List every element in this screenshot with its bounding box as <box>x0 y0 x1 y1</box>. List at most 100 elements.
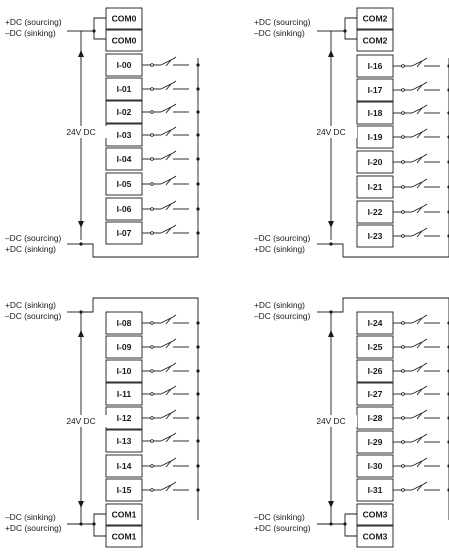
input-terminal: I-03 <box>105 123 143 147</box>
switch-blade-tip <box>423 203 428 207</box>
switch-blade-tip <box>172 150 177 154</box>
terminal-label: I-11 <box>117 389 132 399</box>
com-terminal: COM2 <box>356 29 394 52</box>
input-terminal: I-05 <box>105 172 143 196</box>
switch-arm <box>416 460 423 468</box>
switch-blade-tip <box>172 338 177 342</box>
switch-symbol <box>152 80 189 91</box>
switch-arm <box>416 230 423 238</box>
switch-arm <box>416 206 423 214</box>
terminal-box <box>105 525 143 548</box>
input-terminal: I-25 <box>356 335 394 359</box>
switch-symbol <box>152 338 189 349</box>
switch-blade-tip <box>172 314 177 318</box>
switch-symbol <box>403 153 440 164</box>
switch-arm <box>165 460 172 468</box>
switch-blade-tip <box>423 104 428 108</box>
contact-circle <box>150 392 154 396</box>
terminal-label: I-22 <box>368 207 383 217</box>
junction-dot <box>196 439 200 443</box>
supply-voltage-label: 24V DC <box>66 416 95 426</box>
switch-arm <box>165 412 172 420</box>
switch-arm <box>165 203 172 211</box>
com-bridge-wire <box>93 513 106 537</box>
junction-dot <box>196 369 200 373</box>
switch-symbol <box>403 385 440 396</box>
input-terminal: I-17 <box>356 78 394 102</box>
junction-dot <box>196 416 200 420</box>
supply-voltage-label: 24V DC <box>316 127 345 137</box>
contact-circle <box>150 207 154 211</box>
terminal-label: I-19 <box>368 132 383 142</box>
terminal-label: COM3 <box>363 510 388 520</box>
switch-blade-tip <box>423 433 428 437</box>
return-rail-wire <box>81 58 199 258</box>
switch-symbol <box>403 314 440 325</box>
input-terminal: I-06 <box>105 197 143 221</box>
switch-symbol <box>152 103 189 114</box>
switch-arm <box>165 59 172 67</box>
com-terminal: COM0 <box>105 7 143 30</box>
switch-symbol <box>403 128 440 139</box>
switch-blade-tip <box>423 457 428 461</box>
contact-circle <box>150 345 154 349</box>
input-terminal: I-29 <box>356 430 394 454</box>
com-terminal: COM3 <box>356 525 394 548</box>
input-terminal: I-18 <box>356 101 394 125</box>
terminal-box <box>356 29 394 52</box>
junction-dot <box>92 522 96 526</box>
switch-symbol <box>403 81 440 92</box>
arrow-down-icon <box>328 501 334 508</box>
supply-label-top: +DC (sinking) <box>254 300 305 310</box>
supply-label-bottom: –DC (sinking) <box>5 512 56 522</box>
contact-circle <box>150 63 154 67</box>
terminal-label: COM2 <box>363 36 388 46</box>
com-bridge-wire <box>93 17 106 40</box>
supply-label-top: –DC (sourcing) <box>5 311 62 321</box>
contact-circle <box>401 369 405 373</box>
supply-voltage-label: 24V DC <box>316 416 345 426</box>
switch-arm <box>165 388 172 396</box>
terminal-box <box>105 503 143 526</box>
supply-voltage-label: 24V DC <box>66 127 95 137</box>
switch-blade-tip <box>423 362 428 366</box>
input-terminal: I-11 <box>105 382 143 406</box>
switch-blade-tip <box>423 81 428 85</box>
terminal-label: I-21 <box>368 182 383 192</box>
junction-dot <box>196 110 200 114</box>
input-terminal: I-26 <box>356 359 394 383</box>
terminal-label: COM3 <box>363 532 388 542</box>
terminal-group-g2: I-08 I-09 I-10 I-11 I-12 I-13 I-14 I-15 COM1 COM1… <box>5 297 200 548</box>
terminal-box <box>105 29 143 52</box>
supply-label-top: –DC (sinking) <box>5 28 56 38</box>
switch-blade-tip <box>172 126 177 130</box>
switch-arm <box>416 317 423 325</box>
switch-arm <box>165 317 172 325</box>
switch-blade-tip <box>423 409 428 413</box>
junction-dot <box>196 321 200 325</box>
terminal-label: I-07 <box>117 228 132 238</box>
terminal-label: I-15 <box>117 485 132 495</box>
switch-symbol <box>403 433 440 444</box>
junction-dot <box>196 464 200 468</box>
switch-arm <box>416 131 423 139</box>
terminal-label: I-16 <box>368 61 383 71</box>
terminal-label: I-28 <box>368 413 383 423</box>
terminal-group-g0: COM0 COM0 I-00 I-01 I-02 I-03 I-04 I-05 I-06 I-07… <box>5 7 200 258</box>
input-terminal: I-16 <box>356 54 394 78</box>
terminal-label: I-30 <box>368 461 383 471</box>
switch-arm <box>165 435 172 443</box>
input-terminal: I-13 <box>105 429 143 453</box>
return-rail-wire <box>331 58 449 258</box>
contact-circle <box>150 369 154 373</box>
contact-circle <box>150 231 154 235</box>
input-terminal: I-15 <box>105 478 143 502</box>
supply-label-bottom: +DC (sourcing) <box>5 523 62 533</box>
switch-blade-tip <box>172 103 177 107</box>
terminal-label: I-31 <box>368 485 383 495</box>
terminal-label: I-02 <box>117 107 132 117</box>
terminal-label: I-00 <box>117 60 132 70</box>
switch-blade-tip <box>423 57 428 61</box>
terminal-box <box>356 7 394 30</box>
